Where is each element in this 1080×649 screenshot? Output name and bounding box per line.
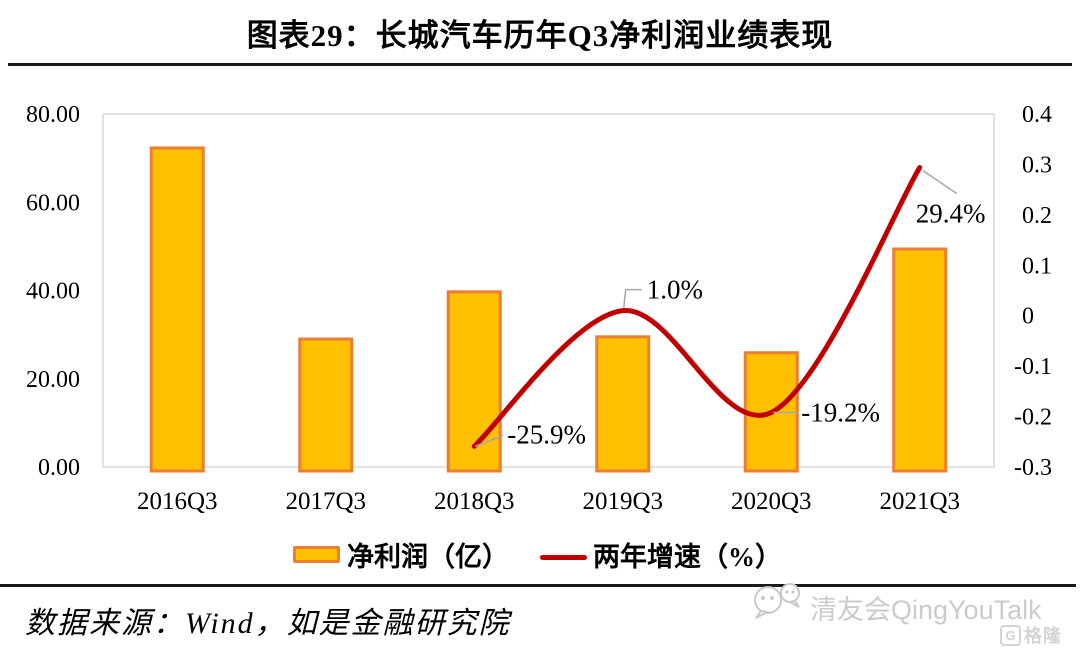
left-axis-tick-label: 60.00 bbox=[26, 190, 80, 216]
gelonghui-logo-text: 格隆汇 bbox=[1024, 626, 1062, 646]
chart-title: 图表29：长城汽车历年Q3净利润业绩表现 bbox=[246, 18, 834, 53]
net-profit-bar-2017Q3 bbox=[298, 337, 354, 473]
footer-divider bbox=[0, 584, 1076, 587]
chart-svg: 80.00 60.00 40.00 20.00 0.00 0.4 0.3 0.2 0.1 0 -0.… bbox=[26, 102, 1052, 515]
left-axis-tick-label: 80.00 bbox=[26, 102, 80, 128]
right-axis-tick-label: 0.1 bbox=[1022, 253, 1052, 279]
qingyoutalk-watermark-text: 清友会QingYouTalk bbox=[810, 595, 1042, 625]
growth-line-legend-swatch-icon bbox=[540, 555, 587, 560]
wechat-bubbles-icon bbox=[754, 583, 800, 619]
right-axis-tick-label: 0.2 bbox=[1022, 203, 1052, 229]
x-axis-category-label: 2017Q3 bbox=[285, 488, 366, 515]
title-divider bbox=[8, 63, 1072, 66]
net-profit-bar-2016Q3 bbox=[149, 146, 205, 473]
x-axis-category-label: 2019Q3 bbox=[582, 488, 663, 515]
gelonghui-logo: G格隆汇 bbox=[1000, 622, 1080, 649]
net-profit-legend-swatch-icon bbox=[293, 546, 340, 563]
net-profit-bar-2018Q3 bbox=[446, 290, 502, 473]
right-axis-tick-label: 0 bbox=[1022, 304, 1034, 330]
x-axis-category-label: 2021Q3 bbox=[879, 488, 960, 515]
gelonghui-g-icon: G bbox=[1000, 624, 1021, 646]
left-axis-tick-label: 40.00 bbox=[26, 279, 80, 305]
annotation-label: 29.4% bbox=[916, 198, 986, 228]
annotation-leader-line bbox=[474, 434, 504, 448]
growth-legend-label: 两年增速（%） bbox=[593, 542, 782, 572]
annotation-label: -25.9% bbox=[507, 419, 586, 449]
plot-border bbox=[102, 113, 995, 468]
net-profit-legend-label: 净利润（亿） bbox=[347, 542, 509, 572]
qingyoutalk-watermark: 清友会QingYouTalk bbox=[748, 582, 1042, 627]
annotation-label: -19.2% bbox=[801, 398, 880, 428]
right-axis-tick-label: -0.3 bbox=[1014, 455, 1052, 481]
x-axis-category-label: 2020Q3 bbox=[731, 488, 812, 515]
right-axis-tick-label: 0.3 bbox=[1022, 152, 1052, 178]
net-profit-bar-2021Q3 bbox=[892, 247, 948, 473]
data-source-text: 数据来源：Wind，如是金融研究院 bbox=[25, 607, 511, 640]
x-axis-category-label: 2016Q3 bbox=[137, 488, 218, 515]
x-axis-category-label: 2018Q3 bbox=[434, 488, 515, 515]
annotation-leader-line bbox=[922, 169, 958, 195]
left-axis-tick-label: 0.00 bbox=[38, 455, 80, 481]
annotation-leader-line bbox=[623, 288, 642, 308]
right-axis-tick-label: -0.2 bbox=[1014, 405, 1052, 431]
annotation-label: 1.0% bbox=[647, 275, 703, 305]
left-axis-tick-label: 20.00 bbox=[26, 367, 80, 393]
growth-rate-line bbox=[471, 164, 923, 449]
right-axis-tick-label: 0.4 bbox=[1022, 102, 1052, 128]
net-profit-bar-2019Q3 bbox=[595, 335, 651, 473]
right-axis-tick-label: -0.1 bbox=[1014, 354, 1052, 380]
